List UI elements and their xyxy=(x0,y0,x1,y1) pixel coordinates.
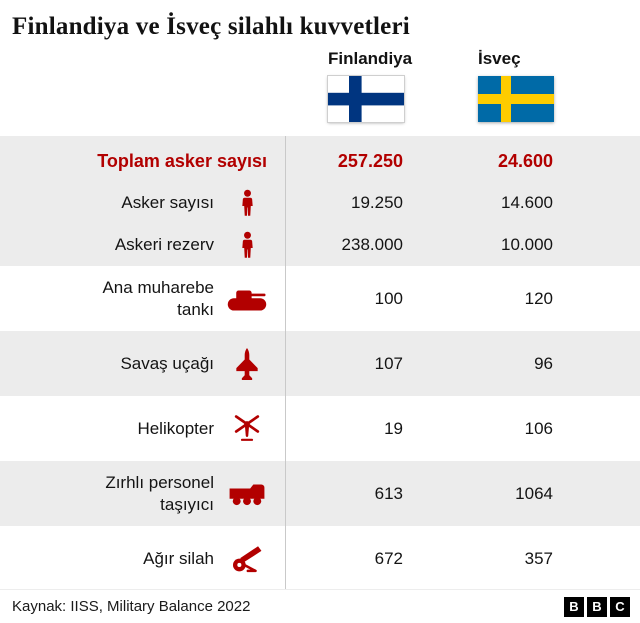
finland-value: 19 xyxy=(384,418,403,438)
artillery-icon xyxy=(227,545,267,573)
bbc-logo-block: B xyxy=(564,596,584,617)
sweden-value: 14.600 xyxy=(501,193,553,212)
bbc-logo-block: C xyxy=(610,596,630,617)
sweden-value: 1064 xyxy=(515,483,553,503)
finland-value: 107 xyxy=(374,353,403,373)
table-row: Ana muharebe tankı 100 120 xyxy=(0,266,640,331)
finland-value: 257.250 xyxy=(337,150,403,171)
row-label: Toplam asker sayısı xyxy=(97,150,267,171)
bbc-logo: B B C xyxy=(564,596,630,617)
table-row: Askeri rezerv 238.000 10.000 xyxy=(0,224,640,266)
finland-flag xyxy=(327,75,405,123)
sweden-value: 357 xyxy=(524,548,553,568)
table-band: Zırhlı personel taşıyıcı 613 1064 xyxy=(0,461,640,526)
row-label: Zırhlı personel taşıyıcı xyxy=(105,473,214,514)
table-row: Zırhlı personel taşıyıcı 613 1064 xyxy=(0,461,640,526)
finland-value: 100 xyxy=(374,288,403,308)
bbc-logo-block: B xyxy=(587,596,607,617)
sweden-value: 120 xyxy=(524,288,553,308)
finland-value: 672 xyxy=(374,548,403,568)
sweden-value: 106 xyxy=(524,418,553,438)
fighter-jet-icon xyxy=(227,347,267,380)
column-headers: Finlandiya İsveç xyxy=(0,43,640,69)
sweden-value: 96 xyxy=(534,353,553,373)
apc-truck-icon xyxy=(227,481,267,507)
table-row: Asker sayısı 19.250 14.600 xyxy=(0,182,640,224)
row-label: Asker sayısı xyxy=(121,193,214,213)
flag-row xyxy=(0,75,640,127)
column-header-sweden: İsveç xyxy=(478,49,521,68)
table-band: Toplam asker sayısı 257.250 24.600 Asker… xyxy=(0,136,640,266)
sweden-value: 24.600 xyxy=(497,150,553,171)
source-credit: Kaynak: IISS, Military Balance 2022 xyxy=(12,598,251,615)
table-band: Savaş uçağı 107 96 xyxy=(0,331,640,396)
soldier-icon xyxy=(227,230,267,260)
comparison-table: Toplam asker sayısı 257.250 24.600 Asker… xyxy=(0,136,640,591)
table-band: Ağır silah 672 357 xyxy=(0,526,640,591)
table-row: Helikopter 19 106 xyxy=(0,396,640,461)
tank-icon xyxy=(227,287,267,311)
row-label: Savaş uçağı xyxy=(120,353,214,373)
sweden-value: 10.000 xyxy=(501,235,553,254)
helicopter-icon xyxy=(227,414,267,444)
table-band: Helikopter 19 106 xyxy=(0,396,640,461)
row-label: Ana muharebe tankı xyxy=(102,278,214,319)
row-label: Helikopter xyxy=(137,418,214,438)
footer: Kaynak: IISS, Military Balance 2022 B B … xyxy=(0,589,640,623)
row-label: Ağır silah xyxy=(143,548,214,568)
column-header-finland: Finlandiya xyxy=(328,49,413,68)
table-band: Ana muharebe tankı 100 120 xyxy=(0,266,640,331)
soldier-icon xyxy=(227,188,267,218)
table-row: Savaş uçağı 107 96 xyxy=(0,331,640,396)
row-label: Askeri rezerv xyxy=(114,235,214,255)
page-title: Finlandiya ve İsveç silahlı kuvvetleri xyxy=(12,13,410,40)
table-row: Toplam asker sayısı 257.250 24.600 xyxy=(0,136,640,182)
finland-value: 238.000 xyxy=(341,235,403,254)
finland-value: 613 xyxy=(374,483,403,503)
finland-value: 19.250 xyxy=(351,193,403,212)
table-row: Ağır silah 672 357 xyxy=(0,526,640,591)
sweden-flag xyxy=(478,76,554,122)
